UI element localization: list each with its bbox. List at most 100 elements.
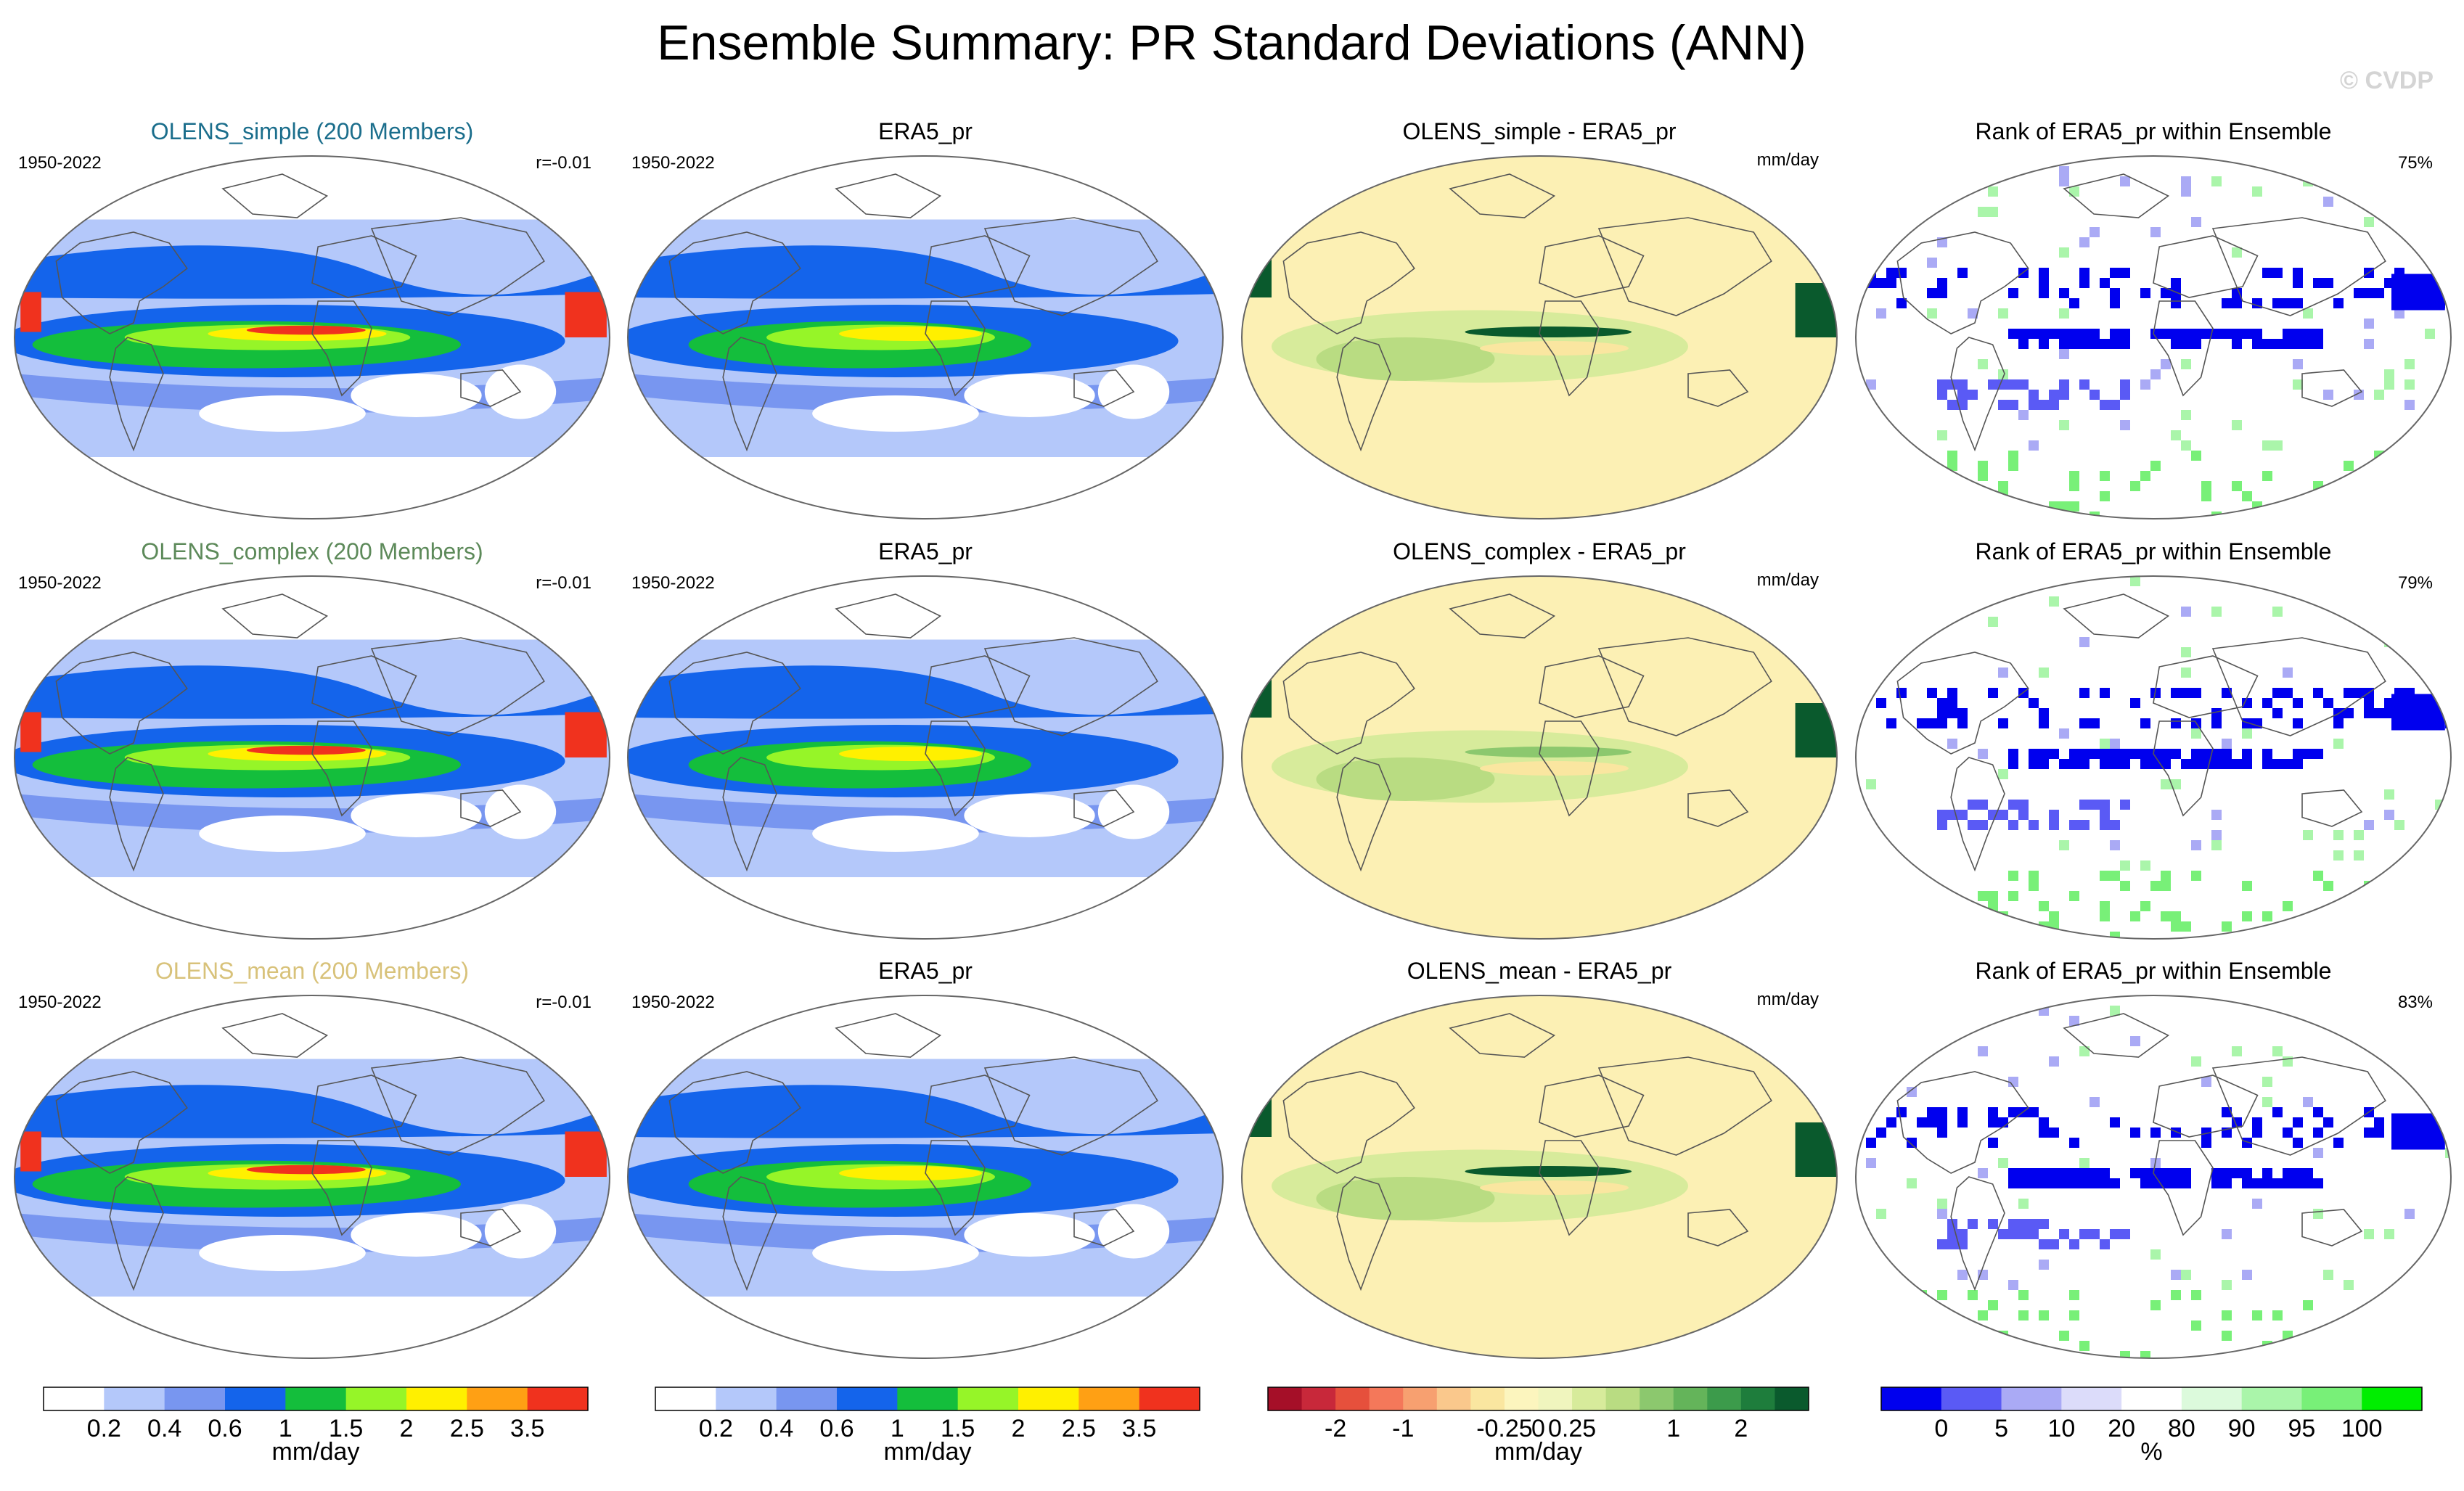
panel-title: ERA5_pr xyxy=(878,118,973,144)
coastline xyxy=(1597,1056,1772,1156)
map-rank xyxy=(1855,155,2452,519)
map-rank xyxy=(1855,575,2452,940)
coastline xyxy=(925,235,1031,298)
hotspot xyxy=(565,292,607,337)
pole-cap xyxy=(15,576,610,640)
colorbars: 0.2 0.4 0.6 1 1.5 2 2.5 3.5 mm/day 0.2 0.4 0.6 1 1.5 2… xyxy=(43,1387,2423,1466)
colorbar-box xyxy=(776,1387,838,1410)
coastline xyxy=(1449,173,1556,218)
coastline xyxy=(109,337,164,452)
coastline xyxy=(1449,593,1556,638)
rank-block xyxy=(2391,694,2445,731)
colorbar-tick-label: 5 xyxy=(1994,1415,2008,1442)
coastline xyxy=(1449,1013,1556,1058)
coastline xyxy=(460,1209,522,1246)
coastline xyxy=(1539,1075,1645,1138)
colorbar-tick-label: 1 xyxy=(891,1415,904,1442)
colorbar-box xyxy=(1538,1387,1573,1410)
units-label: mm/day xyxy=(1757,150,1819,170)
diff-negative xyxy=(1480,1180,1629,1195)
diff-band xyxy=(1316,757,1495,801)
coastline xyxy=(2153,235,2259,298)
colorbar-tick-label: 2 xyxy=(400,1415,414,1442)
colorbar-box xyxy=(1139,1387,1200,1410)
colorbar-tick-label: 1 xyxy=(279,1415,292,1442)
map-border xyxy=(1241,995,1838,1359)
colorbar-box xyxy=(1605,1387,1640,1410)
coastline xyxy=(311,235,417,298)
map-ens xyxy=(14,575,610,940)
coastline xyxy=(1687,1209,1749,1246)
coastline xyxy=(1539,655,1645,718)
coastline xyxy=(311,655,417,718)
map-panel-diff: OLENS_simple - ERA5_pr mm/day xyxy=(1241,118,1838,519)
dry-zone xyxy=(351,1213,482,1257)
dry-zone xyxy=(812,1235,979,1271)
colorbar-tick-label: 0.6 xyxy=(819,1415,854,1442)
coastline xyxy=(109,757,164,872)
panel-title: OLENS_complex - ERA5_pr xyxy=(1393,538,1686,564)
hotspot xyxy=(20,1131,41,1172)
dry-zone xyxy=(351,794,482,837)
map-border xyxy=(14,575,610,940)
panel-title: OLENS_complex (200 Members) xyxy=(141,538,483,564)
map-diff xyxy=(1241,155,1838,519)
coastline xyxy=(2153,720,2214,817)
colorbar-box xyxy=(1078,1387,1140,1410)
colorbar-box xyxy=(1673,1387,1708,1410)
colorbar-box xyxy=(837,1387,898,1410)
colorbar-box xyxy=(44,1387,105,1410)
coastline xyxy=(1950,1176,2005,1291)
coastline xyxy=(2153,300,2214,397)
colorbar-tick-label: 0.4 xyxy=(759,1415,793,1442)
colorbar-box xyxy=(957,1387,1019,1410)
coastline xyxy=(370,1056,545,1156)
storm-track xyxy=(628,665,1223,719)
coastline xyxy=(1336,337,1391,452)
map-panel-ens: OLENS_simple (200 Members) 1950-2022 r=-0.… xyxy=(14,118,610,519)
colorbar-tick-label: 1 xyxy=(1666,1415,1680,1442)
map-panel-ens: OLENS_complex (200 Members) 1950-2022 r=-0… xyxy=(14,538,610,940)
colorbar-1: 0.2 0.4 0.6 1 1.5 2 2.5 3.5 mm/day xyxy=(43,1387,589,1466)
coastline xyxy=(925,300,986,397)
diff-hotspot xyxy=(1795,283,1837,337)
colorbar-box xyxy=(225,1387,286,1410)
colorbar-tick-label: 2.5 xyxy=(450,1415,484,1442)
map-obs xyxy=(627,155,1224,519)
colorbar-tick-label: 20 xyxy=(2108,1415,2135,1442)
colorbar-tick-label: 0.2 xyxy=(699,1415,733,1442)
units-label: mm/day xyxy=(1757,990,1819,1009)
map-panel-diff: OLENS_complex - ERA5_pr mm/day xyxy=(1241,538,1838,940)
coastline xyxy=(2301,789,2363,827)
coastline xyxy=(311,1075,417,1138)
map-diff xyxy=(1241,995,1838,1359)
dry-zone xyxy=(964,1213,1095,1257)
map-ens xyxy=(14,995,610,1359)
coastline xyxy=(1336,757,1391,872)
diff-band xyxy=(1316,1177,1495,1220)
coastline xyxy=(55,652,188,755)
map-panel-rank: Rank of ERA5_pr within Ensemble 83% xyxy=(1855,958,2452,1359)
tropical-max xyxy=(246,1165,366,1175)
storm-track xyxy=(15,1085,610,1138)
map-border xyxy=(1855,575,2452,940)
dry-zone xyxy=(199,395,366,432)
pattern-correlation: r=-0.01 xyxy=(536,993,592,1012)
pattern-correlation: r=-0.01 xyxy=(536,573,592,593)
coastline xyxy=(1896,231,2029,334)
dry-zone xyxy=(964,794,1095,837)
dry-zone xyxy=(199,816,366,852)
colorbar-tick-label: 0.2 xyxy=(87,1415,121,1442)
colorbar-box xyxy=(1640,1387,1674,1410)
colorbar-tick-label: 0.4 xyxy=(147,1415,181,1442)
coastline xyxy=(1073,369,1135,407)
tropical-band xyxy=(839,326,982,341)
colorbar-box xyxy=(467,1387,528,1410)
panel-title: Rank of ERA5_pr within Ensemble xyxy=(1976,958,2332,984)
coastline xyxy=(668,652,801,755)
panel-title: OLENS_mean - ERA5_pr xyxy=(1407,958,1672,984)
coastline xyxy=(221,173,329,218)
period-label: 1950-2022 xyxy=(631,573,715,593)
coastline xyxy=(460,369,522,407)
coastline xyxy=(1896,652,2029,755)
